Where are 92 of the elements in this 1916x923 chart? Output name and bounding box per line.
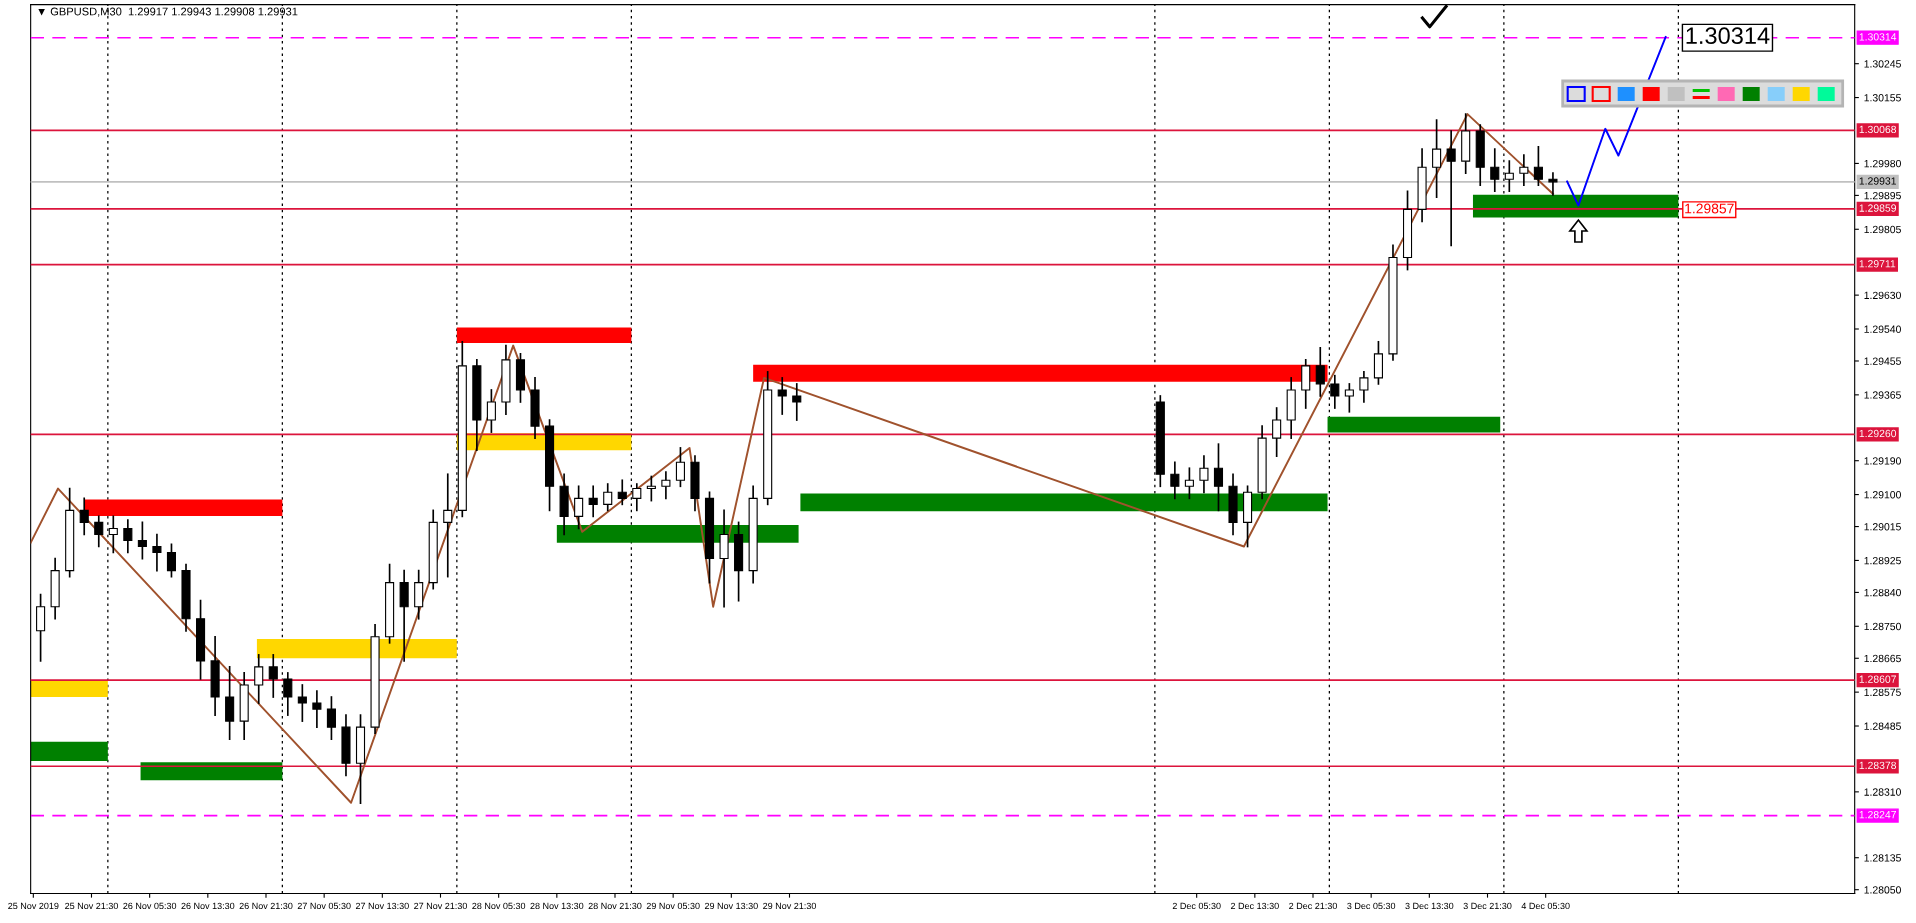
candlestick <box>297 684 307 722</box>
candlestick <box>1170 461 1180 500</box>
ref-line-label: 1.29260 <box>1859 429 1897 438</box>
x-tick-label: 26 Nov 05:30 <box>123 902 177 910</box>
candlestick <box>166 543 177 578</box>
x-tick-label: 3 Dec 05:30 <box>1347 902 1396 910</box>
candlestick <box>588 485 598 518</box>
candlestick <box>646 475 656 502</box>
x-tick-label: 25 Nov 21:30 <box>65 902 118 910</box>
candlestick <box>1490 148 1500 193</box>
candlestick <box>1272 407 1282 458</box>
chart-title: ▼ GBPUSD,M30 1.29917 1.29943 1.29908 1.29931 <box>38 7 298 17</box>
y-tick-label: 1.30245 <box>1864 60 1901 68</box>
candlestick <box>486 389 496 433</box>
y-tick-label: 1.28135 <box>1864 854 1901 862</box>
candlestick <box>1519 154 1529 187</box>
candlestick <box>254 654 264 704</box>
line-series <box>30 113 1554 804</box>
candlestick <box>152 533 162 572</box>
y-tick-label: 1.29365 <box>1864 391 1901 399</box>
x-tick-label: 26 Nov 21:30 <box>239 902 293 910</box>
ref-line-label: 1.29931 <box>1859 177 1896 185</box>
candlestick <box>94 515 104 548</box>
y-tick-label: 1.29895 <box>1864 191 1901 200</box>
candlestick <box>777 377 787 415</box>
candlestick <box>1359 371 1369 403</box>
candlestick <box>1446 130 1456 247</box>
y-tick-label: 1.29630 <box>1864 291 1901 299</box>
y-tick-label: 1.28310 <box>1864 788 1901 796</box>
ref-line-label: 1.28378 <box>1859 761 1897 770</box>
ref-line-label: 1.28247 <box>1859 810 1896 819</box>
candlestick <box>137 521 147 560</box>
candlestick <box>123 519 133 554</box>
candlestick <box>792 383 802 421</box>
y-tick-label: 1.29980 <box>1864 159 1901 168</box>
candlestick <box>675 447 685 488</box>
y-tick-label: 1.28750 <box>1864 622 1901 631</box>
x-tick-label: 29 Nov 13:30 <box>704 902 758 910</box>
candlestick <box>312 690 322 728</box>
x-tick-label: 3 Dec 13:30 <box>1405 902 1454 910</box>
y-tick-label: 1.28575 <box>1864 688 1901 697</box>
candlestick <box>1533 146 1543 187</box>
candlestick <box>603 483 613 512</box>
y-tick-label: 1.29540 <box>1864 325 1901 333</box>
x-tick-label: 29 Nov 05:30 <box>646 902 700 910</box>
y-tick-label: 1.28050 <box>1864 886 1901 894</box>
ref-line-label: 1.30314 <box>1859 33 1897 41</box>
y-tick-label: 1.28925 <box>1864 556 1901 565</box>
x-tick-label: 28 Nov 13:30 <box>530 902 584 910</box>
candlestick <box>1548 172 1558 196</box>
candlestick <box>1315 346 1325 397</box>
x-tick-label: 4 Dec 05:30 <box>1521 902 1570 910</box>
candlestick <box>1213 443 1224 512</box>
x-tick-label: 26 Nov 13:30 <box>181 902 235 910</box>
ref-line-label: 1.29859 <box>1859 204 1897 212</box>
annotation: 1.29857 <box>1685 203 1734 214</box>
y-tick-label: 1.28665 <box>1864 654 1901 663</box>
x-tick-label: 2 Dec 21:30 <box>1289 902 1337 910</box>
candlestick <box>443 473 453 578</box>
x-tick-label: 27 Nov 05:30 <box>297 902 351 910</box>
candlestick <box>1432 119 1442 199</box>
y-tick-label: 1.28840 <box>1864 588 1901 597</box>
candlestick <box>1199 455 1209 494</box>
x-tick-label: 2 Dec 05:30 <box>1172 902 1221 910</box>
y-tick-label: 1.29805 <box>1864 225 1901 234</box>
candlestick <box>617 479 627 506</box>
x-tick-label: 27 Nov 13:30 <box>355 902 409 910</box>
candlestick <box>661 471 671 500</box>
x-tick-label: 2 Dec 13:30 <box>1230 902 1279 910</box>
ref-line-label: 1.30068 <box>1859 125 1897 134</box>
y-tick-label: 1.29015 <box>1864 523 1901 531</box>
line-series <box>1566 36 1667 207</box>
y-tick-label: 1.30155 <box>1864 94 1901 102</box>
x-tick-label: 28 Nov 21:30 <box>588 902 642 910</box>
y-tick-label: 1.29100 <box>1864 491 1901 499</box>
candlestick <box>574 485 584 530</box>
candlestick <box>1184 467 1194 500</box>
annotation: 1.30314 <box>1686 27 1770 45</box>
y-tick-label: 1.29455 <box>1864 357 1901 365</box>
x-tick-label: 3 Dec 21:30 <box>1463 902 1512 910</box>
candlestick <box>326 696 336 741</box>
candlestick <box>79 497 89 536</box>
candlestick <box>268 654 278 698</box>
y-tick-label: 1.29190 <box>1864 457 1901 465</box>
x-tick-label: 28 Nov 05:30 <box>472 902 526 910</box>
ref-line-label: 1.28607 <box>1859 675 1896 683</box>
y-tick-label: 1.28485 <box>1864 722 1901 730</box>
x-tick-label: 25 Nov 2019 <box>8 902 59 910</box>
x-tick-label: 27 Nov 21:30 <box>414 902 467 910</box>
ref-line-label: 1.29711 <box>1859 260 1896 268</box>
x-tick-label: 29 Nov 21:30 <box>763 902 816 910</box>
candlestick <box>1344 383 1354 413</box>
